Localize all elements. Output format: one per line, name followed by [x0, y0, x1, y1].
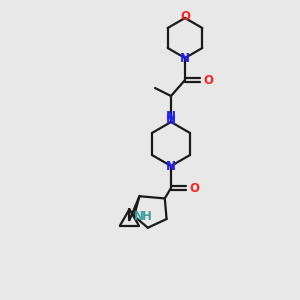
Text: N: N [166, 160, 176, 173]
Text: N: N [180, 52, 190, 65]
Text: N: N [166, 110, 176, 122]
Text: N: N [134, 210, 144, 223]
Text: O: O [189, 182, 199, 194]
Text: H: H [142, 210, 152, 223]
Text: O: O [180, 11, 190, 23]
Text: O: O [203, 74, 213, 86]
Text: N: N [166, 115, 176, 128]
